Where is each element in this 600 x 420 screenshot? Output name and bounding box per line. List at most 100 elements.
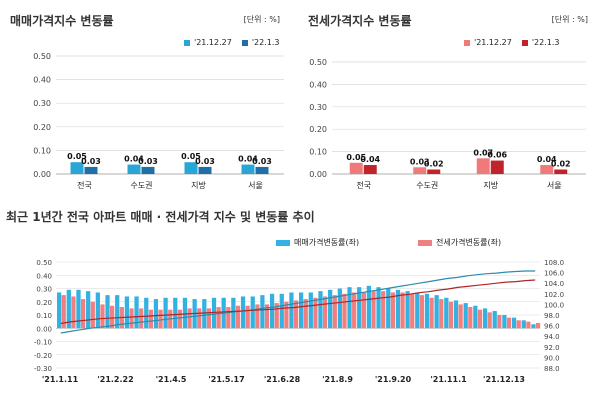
trend-ytick-right-label: 100.0 [544, 301, 564, 309]
trend-sale-bar [105, 295, 110, 329]
trend-legend-jeonse-label: 전세가격변동률(좌) [436, 238, 502, 247]
jeonse-ytick-label: 0.30 [309, 103, 327, 112]
jeonse-category-label: 전국 [356, 180, 371, 190]
trend-jeonse-bar [390, 292, 395, 329]
trend-jeonse-bar [487, 312, 492, 329]
trend-sale-bar [308, 292, 313, 329]
trend-jeonse-bar [429, 297, 434, 329]
trend-sale-bar [444, 297, 449, 329]
trend-sale-bar [395, 289, 401, 329]
jeonse-bar-value-label: 0.02 [551, 160, 571, 169]
jeonse-bar [427, 169, 441, 174]
trend-jeonse-bar [81, 299, 86, 329]
jeonse-bar [363, 165, 377, 174]
trend-jeonse-bar [303, 299, 308, 329]
sale-panel-title: 매매가격지수 변동률 [10, 14, 114, 28]
jeonse-ytick-label: 0.20 [309, 125, 327, 134]
sale-bar-value-label: 0.03 [252, 157, 272, 166]
sale-bar-value-label: 0.05 [181, 152, 201, 161]
trend-jeonse-bar [284, 301, 289, 329]
trend-jeonse-bar [313, 297, 318, 329]
trend-sale-bar [386, 288, 391, 329]
trend-jeonse-bar [293, 300, 299, 329]
trend-jeonse-bar [332, 295, 337, 329]
trend-jeonse-bar [216, 307, 221, 329]
jeonse-ytick-label: 0.50 [309, 58, 327, 67]
trend-sale-bar [434, 295, 439, 329]
jeonse-bar [490, 160, 504, 174]
trend-sale-bar [124, 296, 129, 329]
trend-sale-bar [153, 299, 159, 329]
trend-jeonse-bar [400, 292, 405, 329]
jeonse-bar [413, 167, 427, 174]
trend-jeonse-bar [361, 292, 366, 329]
sale-bar [241, 164, 255, 174]
sale-category-label: 전국 [77, 180, 92, 190]
trend-jeonse-bar [526, 321, 531, 329]
trend-sale-bar [182, 297, 188, 329]
trend-sale-bar [250, 296, 255, 329]
jeonse-legend-swatch-cur [521, 39, 528, 46]
trend-jeonse-bar [497, 315, 502, 329]
trend-sale-index-line [60, 270, 536, 334]
trend-jeonse-bar [177, 309, 183, 329]
trend-sale-bar [463, 303, 468, 329]
jeonse-bar [476, 158, 490, 174]
trend-jeonse-bar [90, 301, 95, 329]
trend-ytick-right-label: 104.0 [544, 280, 564, 288]
trend-sale-bar [231, 297, 236, 329]
jeonse-bar [349, 162, 363, 174]
trend-sale-bar [211, 297, 217, 329]
trend-sale-bar [76, 289, 81, 329]
sale-legend-cur: '22.1.3 [251, 38, 280, 47]
jeonse-bar-value-label: 0.04 [537, 155, 557, 164]
trend-sale-bar [115, 295, 120, 329]
trend-jeonse-bar [187, 308, 192, 329]
trend-jeonse-bar [371, 291, 376, 329]
trend-jeonse-bar [206, 308, 212, 329]
jeonse-bar-value-label: 0.05 [346, 153, 366, 162]
trend-sale-bar [531, 324, 536, 329]
trend-jeonse-bar [129, 308, 134, 329]
trend-jeonse-bar [323, 296, 328, 329]
trend-sale-bar [299, 292, 304, 329]
trend-ytick-right-label: 96.0 [544, 323, 560, 331]
trend-legend-swatch-sale [276, 239, 290, 246]
jeonse-bar-value-label: 0.06 [487, 151, 507, 160]
trend-sale-bar [357, 287, 362, 329]
sale-bar [255, 166, 269, 174]
trend-jeonse-bar [439, 299, 444, 329]
sale-legend-swatch-cur [241, 39, 248, 46]
trend-ytick-left-label: -0.20 [34, 352, 52, 360]
trend-jeonse-bar [352, 292, 357, 329]
jeonse-ytick-label: 0.00 [309, 170, 327, 179]
trend-panel: 최근 1년간 전국 아파트 매매 · 전세가격 지수 및 변동률 추이 매매가격… [0, 202, 600, 420]
trend-jeonse-bar [255, 304, 260, 329]
trend-sale-bar [511, 317, 517, 329]
jeonse-bar-value-label: 0.03 [410, 157, 430, 166]
trend-ytick-left-label: 0.40 [36, 272, 52, 280]
trend-ytick-right-label: 98.0 [544, 312, 560, 320]
trend-jeonse-bar [381, 291, 386, 329]
trend-ytick-left-label: 0.20 [36, 299, 52, 307]
trend-jeonse-bar [342, 293, 347, 329]
sale-bar [127, 164, 141, 174]
sale-change-panel: 매매가격지수 변동률 [단위 : %] '21.12.27 '22.1.3 0.… [4, 2, 288, 198]
sale-bar [70, 162, 84, 174]
trend-xtick-label: '21.12.13 [483, 375, 525, 384]
trend-legend-swatch-jeonse [418, 239, 432, 246]
trend-jeonse-index-line [60, 279, 536, 325]
trend-sale-bar [318, 291, 323, 329]
trend-sale-bar [163, 297, 168, 329]
trend-jeonse-bar [274, 303, 279, 329]
trend-sale-bar [260, 295, 265, 329]
trend-sale-bar [473, 305, 478, 329]
jeonse-legend-swatch-prev [464, 39, 470, 46]
sale-bar-value-label: 0.03 [81, 157, 101, 166]
trend-xtick-label: '21.8.9 [322, 375, 353, 384]
trend-jeonse-bar [516, 320, 521, 329]
trend-chart: 0.50 0.40 0.30 0.20 0.10 0.00 -0.10 -0.20 -0.30 1… [34, 259, 564, 384]
trend-ytick-left-label: 0.00 [36, 325, 52, 333]
trend-ytick-right-label: 108.0 [544, 259, 564, 267]
sale-bar-value-label: 0.04 [238, 155, 258, 164]
